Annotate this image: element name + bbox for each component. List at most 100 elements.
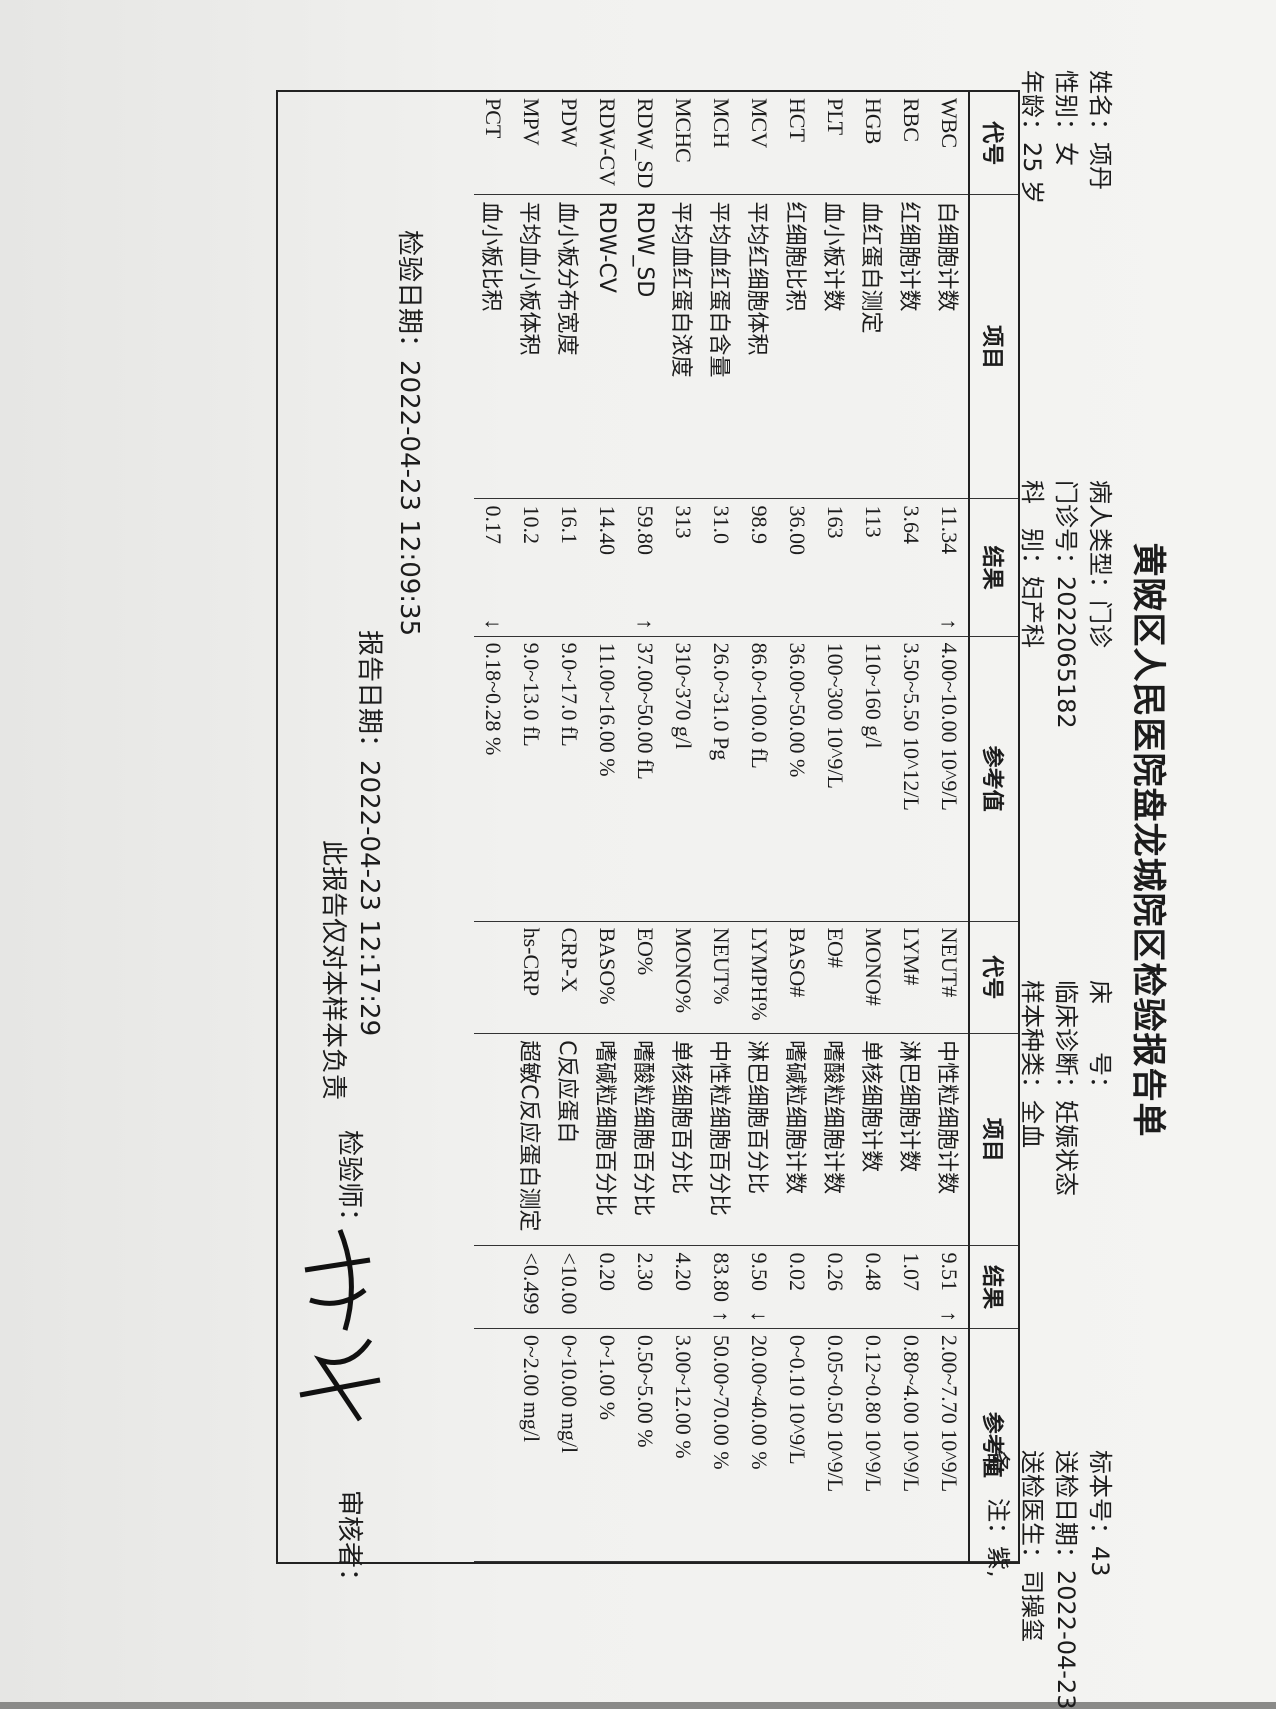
cell-result: 313 [664, 498, 702, 637]
result: 9.51 [937, 1252, 962, 1291]
field: 性别：女 [1052, 70, 1086, 204]
name: C反应蛋白 [554, 1040, 579, 1144]
ref: 0.18~0.28 % [481, 642, 506, 756]
result: 11.34 [937, 505, 962, 555]
result: 16.1 [557, 505, 582, 544]
result: 0.48 [861, 1252, 886, 1291]
cell-name: 嗜碱粒细胞计数 [778, 1033, 816, 1246]
code: HGB [861, 98, 886, 145]
ref: 310~370 g/l [671, 642, 696, 750]
name: 平均血红蛋白含量 [706, 201, 731, 378]
cell-result: 0.20 [588, 1245, 626, 1329]
field-value: 2022-04-23 [1052, 1570, 1080, 1709]
cell-result: 0.48 [854, 1245, 892, 1329]
result-row: RDW_SD RDW_SD 59.80 ↑ 37.00~50.00 fL EO% 嗜酸粒细胞… [626, 92, 664, 1562]
name: 单核细胞计数 [858, 1040, 883, 1173]
name: RDW_SD [632, 201, 658, 298]
result: 313 [671, 505, 696, 539]
cell-code: EO% [626, 921, 664, 1034]
cell-result [474, 1245, 512, 1329]
code: HCT [785, 98, 810, 142]
cell-name: 单核细胞计数 [854, 1033, 892, 1246]
code: WBC [937, 98, 962, 149]
cell-code: MONO# [854, 921, 892, 1034]
cell-name: 中性粒细胞计数 [930, 1033, 969, 1246]
result: <10.00 [557, 1252, 582, 1315]
cell-ref: 0.80~4.00 10^9/L [892, 1328, 930, 1562]
ref: 86.0~100.0 fL [747, 642, 772, 769]
field-value: 司操玺 [1018, 1570, 1046, 1642]
ref: 9.0~13.0 fL [519, 642, 544, 747]
cell-result: 4.20 [664, 1245, 702, 1329]
ref: 2.00~7.70 10^9/L [937, 1334, 962, 1493]
ref: 0.50~5.00 % [633, 1334, 658, 1448]
ref: 0~0.10 10^9/L [785, 1334, 810, 1465]
ref: 110~160 g/l [861, 642, 886, 749]
cell-code: BASO# [778, 921, 816, 1034]
column-header: 参考值 [969, 636, 1018, 922]
name: 红细胞计数 [896, 201, 921, 312]
name: 嗜碱粒细胞计数 [782, 1040, 807, 1195]
field-value: 妊娠状态 [1052, 1100, 1080, 1196]
code: LYM# [899, 927, 924, 986]
result: 98.9 [747, 505, 772, 544]
code: hs-CRP [519, 927, 544, 997]
field-label: 性别： [1052, 70, 1080, 142]
ref: 3.50~5.50 10^12/L [899, 642, 924, 811]
cell-name: 嗜碱粒细胞百分比 [588, 1033, 626, 1246]
field-value: 2022065182 [1052, 576, 1080, 729]
field: 床 号： [1086, 980, 1120, 1196]
cell-result: 98.9 [740, 498, 778, 637]
field-value: 43 [1086, 1546, 1114, 1577]
cell-result: 16.1 [550, 498, 588, 637]
code: PCT [481, 98, 506, 139]
code: RDW_SD [633, 98, 658, 189]
field: 姓名：项丹 [1086, 70, 1120, 204]
code: BASO% [595, 927, 620, 1005]
name: 嗜酸粒细胞计数 [820, 1040, 845, 1195]
flag: ↑ [937, 618, 962, 630]
cell-name: C反应蛋白 [550, 1033, 588, 1246]
cell-ref: 0.05~0.50 10^9/L [816, 1328, 854, 1562]
column-header: 代号 [969, 92, 1018, 195]
result-row: RBC 红细胞计数 3.64 3.50~5.50 10^12/L LYM# 淋巴细胞计数 1… [892, 92, 930, 1562]
cell-result: 163 [816, 498, 854, 637]
code: MCHC [671, 98, 696, 163]
flag: ↓ [481, 618, 506, 630]
ref: 100~300 10^9/L [823, 642, 848, 789]
result-row: MPV 平均血小板体积 10.2 9.0~13.0 fL hs-CRP 超敏C反应蛋白测定… [512, 92, 550, 1562]
cell-code: MCH [702, 92, 740, 195]
name: 血红蛋白测定 [858, 201, 883, 334]
report: 黄陂区人民医院盘龙城院区检验报告单 代号 项目 结果 参考值 代号 项目 结果 参考值 WBC 白… [30, 0, 1190, 1709]
cell-code: HGB [854, 92, 892, 195]
cell-result: 11.34 ↑ [930, 498, 969, 637]
cell-code: RBC [892, 92, 930, 195]
cell-result: 3.64 [892, 498, 930, 637]
cell-result: 31.0 [702, 498, 740, 637]
field: 标本号：43 [1086, 1450, 1120, 1709]
result: 83.80 [709, 1252, 734, 1302]
report-title: 黄陂区人民医院盘龙城院区检验报告单 [1128, 542, 1168, 1138]
name: 嗜碱粒细胞百分比 [592, 1040, 617, 1217]
name: 嗜酸粒细胞百分比 [630, 1040, 655, 1217]
cell-code: RDW_SD [626, 92, 664, 195]
cell-code [474, 921, 512, 1034]
code: EO% [633, 927, 658, 976]
name: RDW-CV [594, 201, 620, 293]
cell-result: <0.499 [512, 1245, 550, 1329]
column-header: 代号 [969, 921, 1018, 1034]
check-date: 检验日期：2022-04-23 12:09:35 [394, 230, 424, 637]
name: 血小板计数 [820, 201, 845, 312]
flag: ↓ [747, 1310, 772, 1322]
cell-code: RDW-CV [588, 92, 626, 195]
result-row: PLT 血小板计数 163 100~300 10^9/L EO# 嗜酸粒细胞计数 0.26 0… [816, 92, 854, 1562]
cell-code: MONO% [664, 921, 702, 1034]
field-value: 紫, [984, 1546, 1012, 1578]
cell-name: 超敏C反应蛋白测定 [512, 1033, 550, 1246]
ref: 50.00~70.00 % [709, 1334, 734, 1470]
code: NEUT# [937, 927, 962, 998]
field-label: 送检医生： [1018, 1450, 1046, 1570]
field: 年龄：25 岁 [1018, 70, 1052, 204]
cell-ref: 3.00~12.00 % [664, 1328, 702, 1562]
cell-name: 淋巴细胞计数 [892, 1033, 930, 1246]
